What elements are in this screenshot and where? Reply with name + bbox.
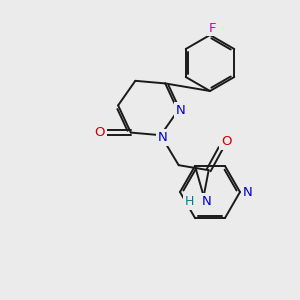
Text: N: N <box>176 104 186 117</box>
Text: O: O <box>221 135 232 148</box>
Text: F: F <box>209 22 217 34</box>
Text: H: H <box>185 195 194 208</box>
Text: N: N <box>202 195 211 208</box>
Text: N: N <box>243 185 253 199</box>
Text: N: N <box>158 131 168 144</box>
Text: O: O <box>94 126 105 139</box>
